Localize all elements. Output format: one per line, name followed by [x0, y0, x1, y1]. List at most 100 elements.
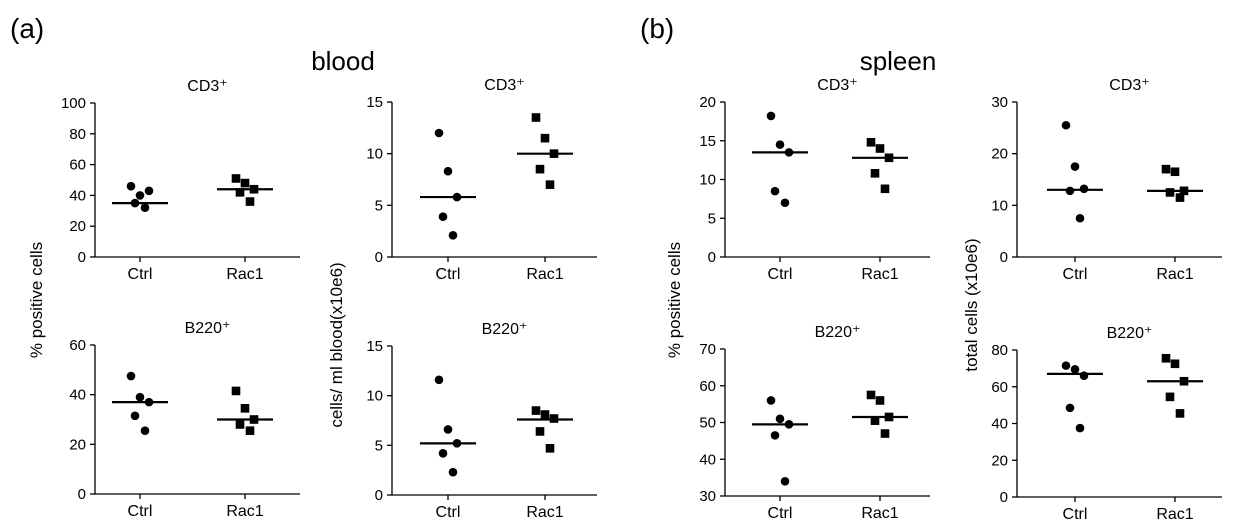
data-point-rac1	[235, 188, 245, 197]
x-tick-label: Ctrl	[128, 503, 153, 520]
data-point-ctrl	[140, 426, 150, 435]
data-point-ctrl	[448, 467, 458, 477]
data-point-ctrl	[770, 186, 780, 196]
panel-letter-a: (a)	[10, 13, 44, 44]
y-tick-label: 15	[366, 338, 383, 355]
data-point-rac1	[531, 113, 541, 122]
data-point-ctrl	[1070, 364, 1080, 374]
data-point-rac1	[875, 144, 885, 153]
panel-title-spleen: spleen	[860, 46, 937, 76]
data-point-rac1	[535, 427, 545, 436]
y-tick-label: 60	[69, 337, 86, 354]
scatter-plot: 0 5 10 15 20 CD3⁺ Ctrl Rac1	[699, 77, 930, 283]
y-tick-label: 0	[708, 249, 716, 266]
data-point-rac1	[866, 138, 876, 147]
data-point-rac1	[235, 420, 245, 429]
y-tick-label: 80	[991, 342, 1008, 359]
scatter-plot: 0 20 40 60 80 B220⁺ Ctrl Rac1	[991, 325, 1222, 523]
y-tick-label: 80	[69, 126, 86, 143]
y-tick-label: 5	[708, 210, 716, 227]
x-tick-label: Ctrl	[436, 504, 461, 521]
y-tick-label: 60	[69, 157, 86, 174]
data-point-rac1	[240, 178, 250, 188]
data-point-rac1	[1170, 167, 1180, 177]
data-point-ctrl	[135, 392, 145, 402]
x-tick-label: Rac1	[226, 503, 263, 520]
data-point-rac1	[535, 164, 545, 174]
data-point-rac1	[1161, 353, 1171, 363]
data-point-ctrl	[1065, 403, 1075, 413]
y-tick-label: 0	[78, 486, 86, 503]
y-axis-label-blood-pct: % positive cells	[27, 242, 46, 358]
y-tick-label: 40	[991, 416, 1008, 433]
y-tick-label: 0	[375, 487, 383, 504]
y-tick-label: 15	[366, 94, 383, 111]
data-point-rac1	[545, 180, 555, 189]
y-tick-label: 0	[375, 249, 383, 266]
y-tick-label: 100	[61, 95, 86, 112]
data-point-rac1	[1175, 409, 1185, 418]
panel-title-blood: blood	[311, 46, 375, 76]
data-point-ctrl	[434, 128, 444, 138]
x-tick-label: Ctrl	[1063, 266, 1088, 283]
x-tick-label: Ctrl	[768, 505, 793, 522]
data-point-ctrl	[1061, 120, 1071, 130]
x-tick-label: Rac1	[861, 266, 898, 283]
y-tick-label: 10	[699, 172, 716, 189]
scatter-plot: 0 5 10 15 CD3⁺ Ctrl Rac1	[366, 77, 597, 283]
data-point-ctrl	[443, 425, 453, 434]
plot-title: CD3⁺	[484, 77, 524, 94]
data-point-ctrl	[130, 411, 140, 421]
data-point-ctrl	[770, 431, 780, 440]
x-tick-label: Ctrl	[1063, 506, 1088, 523]
data-point-rac1	[880, 429, 890, 438]
y-tick-label: 20	[991, 146, 1008, 163]
data-point-ctrl	[144, 186, 154, 196]
y-axis-label-spleen-pct: % positive cells	[665, 242, 684, 358]
data-point-rac1	[540, 410, 550, 419]
y-tick-label: 10	[366, 146, 383, 163]
x-tick-label: Rac1	[526, 266, 563, 283]
y-tick-label: 20	[69, 218, 86, 235]
x-tick-label: Rac1	[1156, 506, 1193, 523]
data-point-ctrl	[135, 191, 145, 200]
data-point-rac1	[1175, 193, 1185, 202]
scatter-plot: 0 20 40 60 80 100 CD3⁺ Ctrl Rac1	[61, 78, 300, 283]
plot-title: B220⁺	[482, 321, 528, 338]
data-point-rac1	[870, 169, 880, 178]
data-point-rac1	[1161, 164, 1171, 174]
plot-title: B220⁺	[185, 320, 231, 337]
scatter-plot: 30 40 50 60 70 B220⁺ Ctrl Rac1	[699, 324, 930, 522]
plot-title: B220⁺	[1107, 325, 1153, 342]
data-point-rac1	[875, 396, 885, 405]
data-point-ctrl	[766, 396, 776, 405]
x-tick-label: Ctrl	[436, 266, 461, 283]
data-point-ctrl	[1075, 423, 1085, 433]
y-tick-label: 50	[699, 415, 716, 432]
y-tick-label: 20	[991, 452, 1008, 469]
data-point-ctrl	[434, 375, 444, 385]
data-point-rac1	[245, 197, 255, 206]
data-point-rac1	[231, 174, 241, 183]
scatter-plot: 0 10 20 30 CD3⁺ Ctrl Rac1	[991, 77, 1222, 283]
data-point-ctrl	[775, 140, 785, 149]
data-point-rac1	[870, 416, 880, 425]
data-point-rac1	[1165, 188, 1175, 197]
y-axis-label-spleen-cells: total cells (x10e6)	[962, 238, 981, 371]
data-point-rac1	[1165, 392, 1175, 402]
x-tick-label: Rac1	[1156, 266, 1193, 283]
data-point-ctrl	[1079, 371, 1089, 381]
data-point-ctrl	[448, 231, 458, 240]
plot-title: CD3⁺	[1109, 77, 1149, 94]
x-tick-label: Rac1	[861, 505, 898, 522]
y-tick-label: 30	[699, 488, 716, 505]
x-tick-label: Rac1	[526, 504, 563, 521]
x-tick-label: Rac1	[226, 266, 263, 283]
y-tick-label: 40	[69, 187, 86, 204]
data-point-rac1	[540, 133, 550, 143]
data-point-ctrl	[443, 166, 453, 176]
data-point-ctrl	[1070, 162, 1080, 171]
y-tick-label: 0	[1000, 489, 1008, 506]
scatter-plot: 0 5 10 15 B220⁺ Ctrl Rac1	[366, 321, 597, 521]
data-point-ctrl	[780, 477, 790, 486]
